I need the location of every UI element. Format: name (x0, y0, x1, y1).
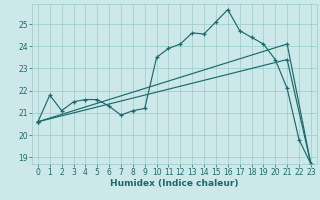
X-axis label: Humidex (Indice chaleur): Humidex (Indice chaleur) (110, 179, 239, 188)
